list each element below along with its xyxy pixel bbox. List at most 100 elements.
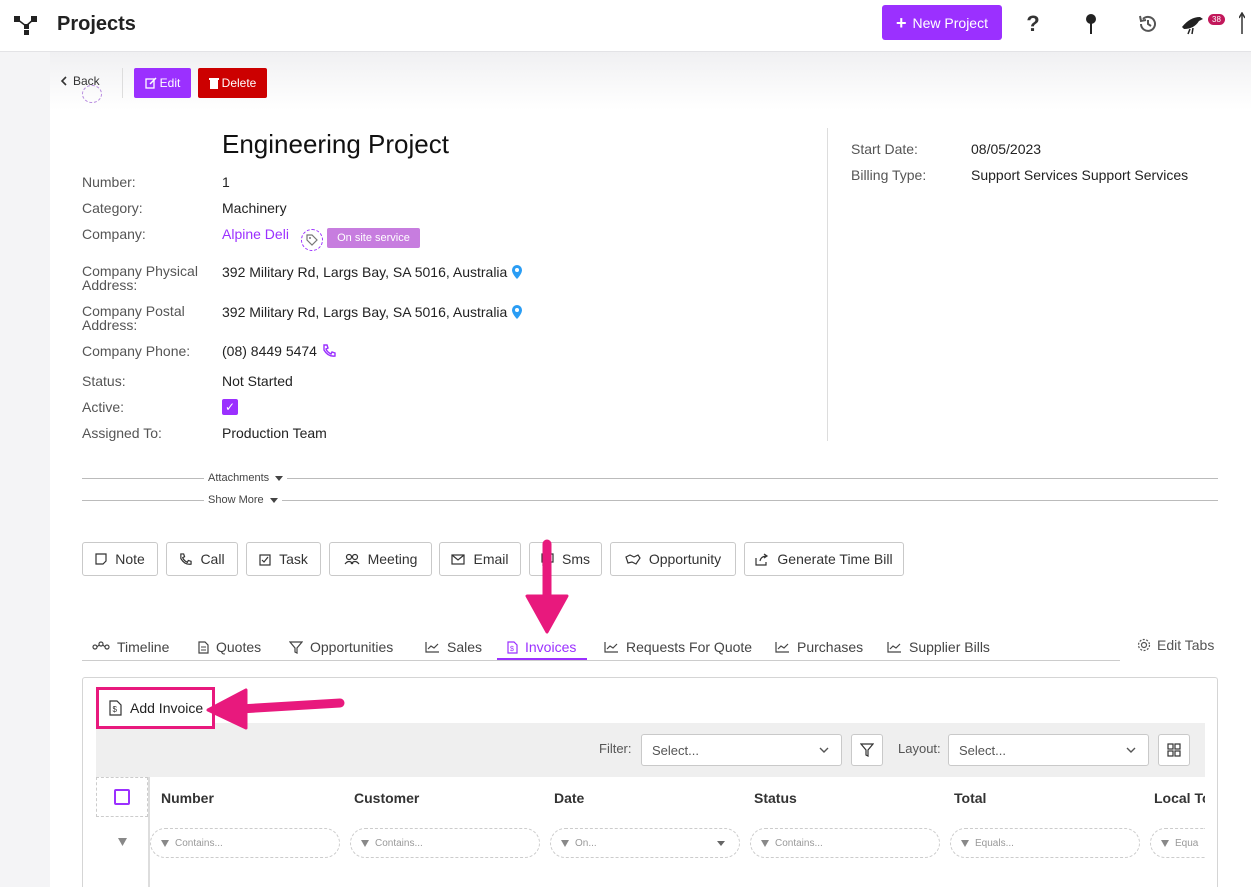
call-button[interactable]: Call xyxy=(166,542,238,576)
trash-icon xyxy=(208,78,219,89)
billing-type-label: Billing Type: xyxy=(851,167,927,183)
meeting-button[interactable]: Meeting xyxy=(329,542,432,576)
company-tag-chip[interactable]: On site service xyxy=(327,228,420,248)
line-chart-icon xyxy=(775,642,789,653)
pin-icon[interactable] xyxy=(1079,12,1103,36)
column-filter-total[interactable]: Equals... xyxy=(950,828,1140,858)
tab-requests-for-quote[interactable]: Requests For Quote xyxy=(604,636,752,658)
add-invoice-button[interactable]: $ Add Invoice xyxy=(96,687,215,729)
layout-select[interactable]: Select... xyxy=(948,734,1149,766)
bird-notification-icon[interactable] xyxy=(1180,12,1204,36)
tab-timeline[interactable]: Timeline xyxy=(92,636,169,658)
active-tab-indicator xyxy=(497,658,587,660)
chat-icon xyxy=(541,552,554,566)
handshake-icon xyxy=(625,553,641,565)
column-header-total[interactable]: Total xyxy=(954,790,987,806)
history-icon[interactable] xyxy=(1136,12,1160,36)
column-filter-status[interactable]: Contains... xyxy=(750,828,940,858)
column-header-customer[interactable]: Customer xyxy=(354,790,420,806)
grid-layout-button[interactable] xyxy=(1158,734,1190,766)
app-logo-icon[interactable] xyxy=(14,14,38,36)
chevron-left-icon xyxy=(60,76,67,86)
tab-quotes[interactable]: Quotes xyxy=(198,636,261,658)
tab-supplier-bills[interactable]: Supplier Bills xyxy=(887,636,990,658)
delete-button[interactable]: Delete xyxy=(198,68,267,98)
email-label: Email xyxy=(473,551,509,567)
note-button[interactable]: Note xyxy=(82,542,158,576)
map-pin-icon[interactable] xyxy=(510,304,524,320)
edit-button[interactable]: Edit xyxy=(134,68,191,98)
meeting-label: Meeting xyxy=(367,551,418,567)
tab-label: Quotes xyxy=(216,639,262,655)
field-label-category: Category: xyxy=(82,200,143,216)
field-label-number: Number: xyxy=(82,174,136,190)
column-header-number[interactable]: Number xyxy=(161,790,214,806)
sms-button[interactable]: Sms xyxy=(529,542,602,576)
column-filter-placeholder: Contains... xyxy=(375,837,423,849)
start-date-value: 08/05/2023 xyxy=(971,141,1042,157)
active-checkbox[interactable]: ✓ xyxy=(222,399,238,415)
filter-icon xyxy=(860,743,874,757)
new-project-button[interactable]: + New Project xyxy=(882,5,1002,40)
chevron-down-icon xyxy=(1126,747,1136,753)
start-date-label: Start Date: xyxy=(851,141,918,157)
divider xyxy=(82,478,1218,479)
share-icon xyxy=(755,553,769,566)
edit-tabs-button[interactable]: Edit Tabs xyxy=(1137,637,1214,653)
line-chart-icon xyxy=(887,642,901,653)
back-button[interactable]: Back xyxy=(60,74,100,88)
column-header-status[interactable]: Status xyxy=(754,790,797,806)
attachments-toggle[interactable]: Attachments xyxy=(204,472,288,484)
column-filter-customer[interactable]: Contains... xyxy=(350,828,540,858)
layout-label: Layout: xyxy=(898,741,941,756)
tab-sales[interactable]: Sales xyxy=(425,636,482,658)
filter-icon xyxy=(361,839,369,847)
field-label-postal-address: Company Postal Address: xyxy=(82,303,185,333)
column-header-date[interactable]: Date xyxy=(554,790,585,806)
column-header-local-total[interactable]: Local To xyxy=(1154,790,1205,806)
generate-time-bill-button[interactable]: Generate Time Bill xyxy=(744,542,904,576)
filter-select[interactable]: Select... xyxy=(641,734,842,766)
select-all-checkbox[interactable] xyxy=(96,777,148,817)
column-filter-number[interactable]: Contains... xyxy=(150,828,340,858)
column-filter-local-total[interactable]: Equa xyxy=(1150,828,1205,858)
generate-time-bill-label: Generate Time Bill xyxy=(777,551,893,567)
toolbar-divider xyxy=(122,68,123,98)
task-button[interactable]: Task xyxy=(246,542,321,576)
tag-icon[interactable] xyxy=(301,229,323,251)
tab-purchases[interactable]: Purchases xyxy=(775,636,863,658)
phone-icon[interactable] xyxy=(322,344,336,358)
more-icon[interactable] xyxy=(1236,12,1248,36)
tab-label: Purchases xyxy=(797,639,864,655)
filter-icon xyxy=(961,839,969,847)
loading-spinner-icon xyxy=(82,85,102,103)
column-filter-placeholder: Contains... xyxy=(775,837,823,849)
filter-icon xyxy=(289,640,303,654)
field-value-assigned-to: Production Team xyxy=(222,425,327,441)
field-label-company: Company: xyxy=(82,226,146,242)
map-pin-icon[interactable] xyxy=(510,264,524,280)
help-icon[interactable]: ? xyxy=(1026,11,1040,36)
tab-opportunities[interactable]: Opportunities xyxy=(289,636,393,658)
task-label: Task xyxy=(279,551,308,567)
column-filter-date[interactable]: On... xyxy=(550,828,740,858)
line-chart-icon xyxy=(425,642,439,653)
tab-label: Opportunities xyxy=(310,639,394,655)
company-link[interactable]: Alpine Deli xyxy=(222,226,289,242)
column-filter-placeholder: Contains... xyxy=(175,837,223,849)
caret-down-icon xyxy=(275,475,284,481)
filter-button[interactable] xyxy=(851,734,883,766)
gear-icon xyxy=(1137,638,1151,652)
show-more-toggle[interactable]: Show More xyxy=(204,494,282,506)
column-filter-placeholder: Equa xyxy=(1175,837,1199,849)
email-button[interactable]: Email xyxy=(439,542,521,576)
document-icon xyxy=(198,640,209,654)
opportunity-button[interactable]: Opportunity xyxy=(610,542,736,576)
tab-invoices[interactable]: $ Invoices xyxy=(507,636,576,658)
billing-type-link[interactable]: Support Services Support Services xyxy=(971,167,1189,183)
plus-icon: + xyxy=(896,12,907,33)
filter-select-value: Select... xyxy=(652,742,699,758)
call-label: Call xyxy=(200,551,225,567)
filter-label: Filter: xyxy=(599,741,632,756)
grid-icon xyxy=(1167,743,1181,757)
